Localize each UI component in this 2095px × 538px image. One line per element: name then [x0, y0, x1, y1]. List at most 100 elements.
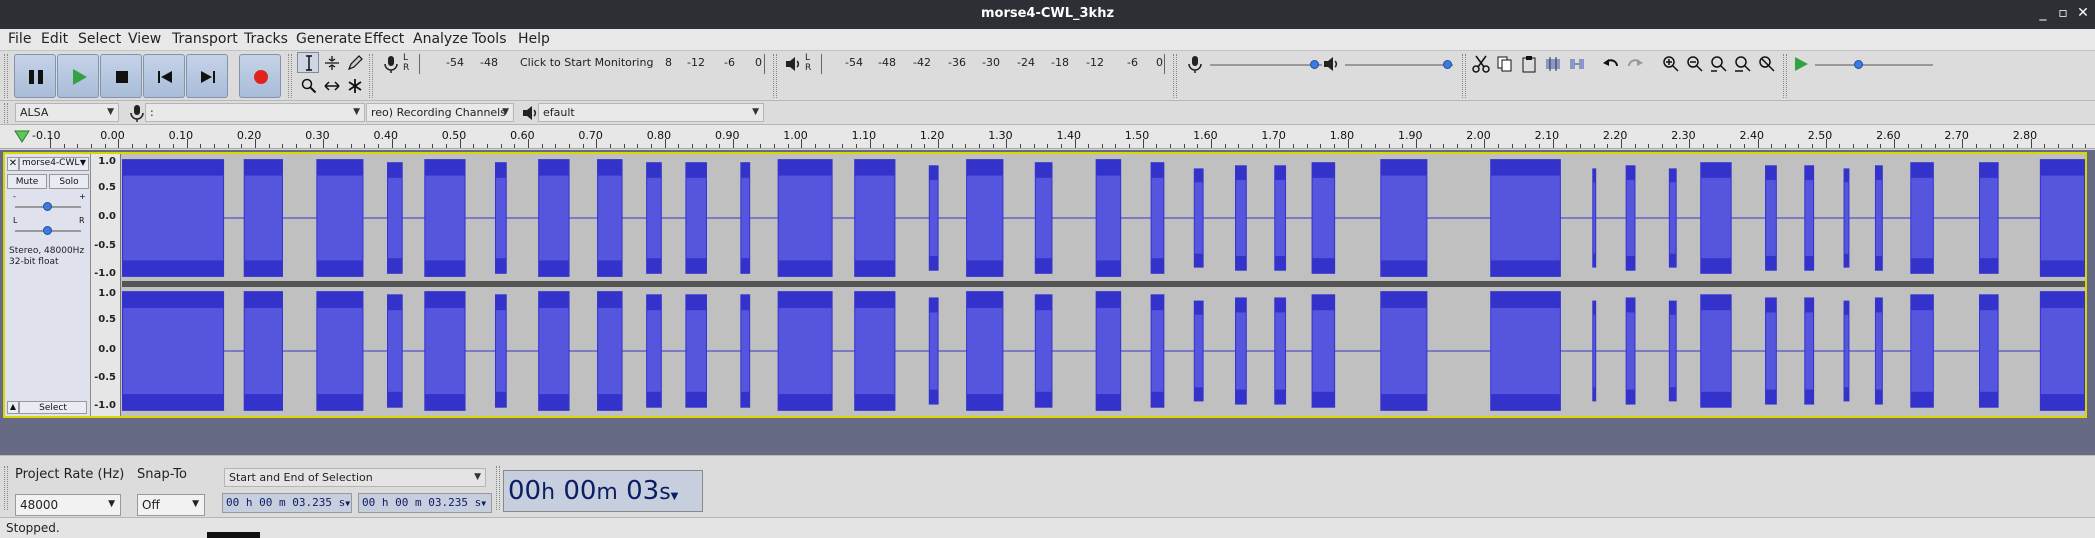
gain-slider[interactable] — [15, 198, 81, 214]
project-rate-combo[interactable]: 48000 ▼ — [15, 494, 121, 516]
toolbar-grip[interactable] — [4, 466, 8, 510]
mute-button[interactable]: Mute — [7, 174, 47, 189]
toolbar-grip[interactable] — [4, 103, 8, 123]
pan-right-label: R — [79, 216, 85, 225]
toolbar-grip[interactable] — [1783, 54, 1787, 98]
close-track-button[interactable]: ✕ — [7, 157, 19, 171]
stop-button[interactable] — [100, 54, 142, 98]
i-beam-icon — [306, 55, 312, 71]
playback-volume-slider[interactable] — [1345, 56, 1453, 72]
menu-analyze[interactable]: Analyze — [413, 31, 469, 47]
ruler-minor-tick — [405, 144, 407, 148]
redo-button[interactable] — [1624, 53, 1646, 75]
slider-knob[interactable] — [43, 202, 52, 211]
toolbar-grip[interactable] — [4, 54, 8, 98]
zoom-out-button[interactable] — [1684, 53, 1706, 75]
stop-icon — [116, 71, 128, 83]
play-head-triangle-icon[interactable] — [14, 130, 30, 144]
tone-burst-rms — [2040, 307, 2084, 395]
ruler-minor-tick — [1361, 144, 1363, 148]
ruler-minor-tick — [1579, 144, 1581, 148]
record-button[interactable] — [239, 54, 281, 98]
ruler-minor-tick — [1730, 144, 1732, 148]
menu-select[interactable]: Select — [78, 31, 122, 47]
zoom-tool[interactable] — [297, 75, 319, 96]
ruler-minor-tick — [1183, 144, 1185, 148]
collapse-track-button[interactable]: ▲ — [7, 401, 19, 414]
selection-tool[interactable] — [297, 52, 319, 73]
ruler-tick — [1894, 139, 1896, 148]
toolbar-grip[interactable] — [288, 54, 292, 98]
multi-tool[interactable] — [343, 75, 365, 96]
ruler-minor-tick — [2003, 144, 2005, 148]
ruler-minor-tick — [1033, 144, 1035, 148]
waveform-display[interactable] — [122, 154, 2085, 416]
tone-burst-rms — [1911, 310, 1933, 392]
pan-slider[interactable] — [15, 222, 81, 238]
copy-button[interactable] — [1494, 53, 1516, 75]
envelope-tool[interactable] — [320, 52, 342, 73]
draw-tool[interactable] — [343, 52, 365, 73]
tone-burst-rms — [1844, 314, 1849, 388]
selection-mode-select[interactable]: Start and End of Selection ▼ — [224, 468, 486, 487]
solo-button[interactable]: Solo — [49, 174, 89, 189]
menu-transport[interactable]: Transport — [172, 31, 238, 47]
slider-knob[interactable] — [1854, 60, 1863, 69]
trim-button[interactable] — [1542, 53, 1564, 75]
audio-position-display[interactable]: 00h 00m 03s▼ — [503, 470, 703, 512]
recording-volume-slider[interactable] — [1210, 56, 1322, 72]
playback-device-select[interactable]: efault ▼ — [538, 103, 764, 122]
maximize-button[interactable]: ▫ — [2058, 5, 2068, 21]
zoom-in-button[interactable] — [1660, 53, 1682, 75]
menu-generate[interactable]: Generate — [296, 31, 362, 47]
timeline-ruler[interactable]: -0.10 0.00 0.10 0.20 0.30 0.40 0.50 0.60 0.70 0.8… — [0, 125, 2095, 149]
skip-start-button[interactable] — [143, 54, 185, 98]
audio-track[interactable]: ✕ morse4-CWL ▼ Mute Solo - + L R Stereo, … — [3, 152, 2087, 418]
amp-label: -0.5 — [94, 372, 116, 383]
undo-button[interactable] — [1600, 53, 1622, 75]
record-meter-button[interactable] — [380, 53, 402, 75]
time-shift-tool[interactable] — [320, 75, 342, 96]
recording-channels-select[interactable]: reo) Recording Channels ▼ — [366, 103, 514, 122]
snap-to-select[interactable]: Off ▼ — [137, 494, 205, 516]
selection-start-time[interactable]: 00 h 00 m 03.235 s▼ — [222, 493, 352, 513]
menu-effect[interactable]: Effect — [364, 31, 405, 47]
silence-button[interactable] — [1566, 53, 1588, 75]
monitor-prompt[interactable]: Click to Start Monitoring — [520, 56, 654, 69]
toolbar-grip[interactable] — [773, 54, 777, 98]
fit-selection-button[interactable] — [1708, 53, 1730, 75]
speaker-icon — [523, 106, 537, 120]
select-track-button[interactable]: Select — [19, 401, 87, 414]
play-button[interactable] — [57, 54, 99, 98]
menu-tools[interactable]: Tools — [472, 31, 507, 47]
zoom-toggle-button[interactable] — [1756, 53, 1778, 75]
close-button[interactable]: ✕ — [2077, 5, 2089, 21]
menu-help[interactable]: Help — [518, 31, 550, 47]
recording-device-select[interactable]: : ▼ — [145, 103, 365, 122]
toolbar-grip[interactable] — [1173, 54, 1177, 98]
audio-host-select[interactable]: ALSA ▼ — [15, 103, 119, 122]
menu-edit[interactable]: Edit — [41, 31, 69, 47]
slider-knob[interactable] — [1443, 60, 1452, 69]
menu-file[interactable]: File — [8, 31, 32, 47]
paste-button[interactable] — [1518, 53, 1540, 75]
minimize-button[interactable]: _ — [2039, 5, 2047, 21]
menu-view[interactable]: View — [128, 31, 162, 47]
play-at-speed-button[interactable] — [1790, 53, 1812, 75]
skip-end-button[interactable] — [186, 54, 228, 98]
slider-knob[interactable] — [43, 226, 52, 235]
selection-end-time[interactable]: 00 h 00 m 03.235 s▼ — [358, 493, 492, 513]
playback-speed-slider[interactable] — [1815, 56, 1933, 72]
pause-button[interactable] — [14, 54, 56, 98]
track-name-menu[interactable]: morse4-CWL ▼ — [19, 157, 89, 171]
menu-tracks[interactable]: Tracks — [244, 31, 288, 47]
toolbar-grip[interactable] — [1462, 54, 1466, 98]
toolbar-grip[interactable] — [369, 54, 373, 98]
cut-button[interactable] — [1470, 53, 1492, 75]
fit-project-button[interactable] — [1732, 53, 1754, 75]
slider-knob[interactable] — [1310, 60, 1319, 69]
play-meter-button[interactable] — [782, 53, 804, 75]
toolbar-grip[interactable] — [496, 466, 500, 510]
